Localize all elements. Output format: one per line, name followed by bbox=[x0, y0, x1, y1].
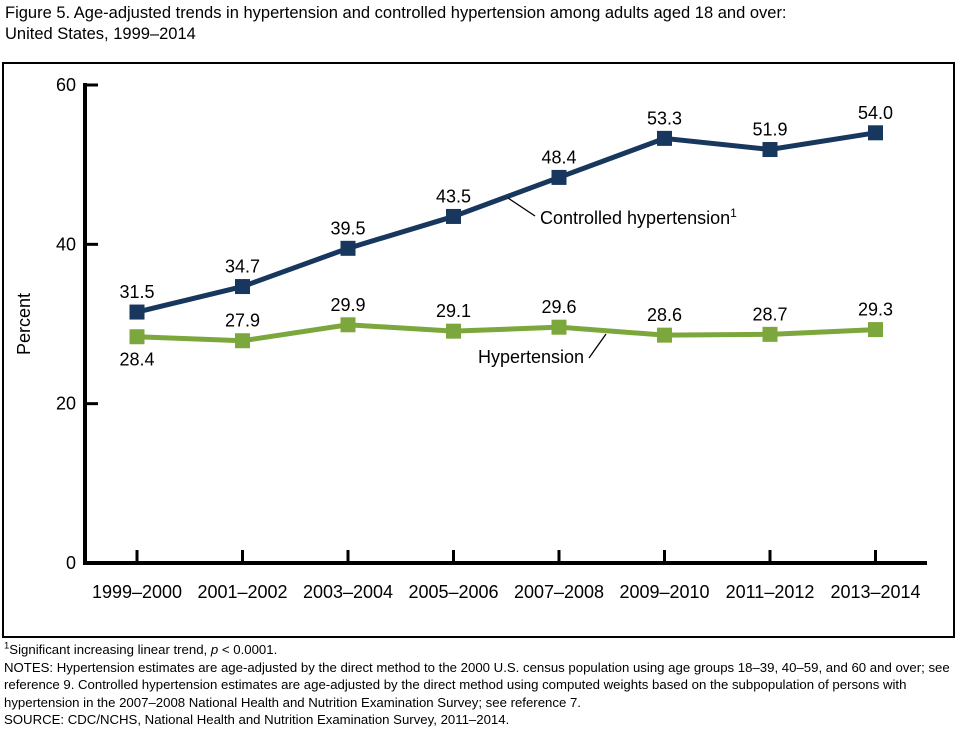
chart-svg: 0 20 40 60 1999–2000 2001–2002 2003–2004 2005–2… bbox=[14, 75, 927, 602]
data-point-marker bbox=[446, 323, 461, 339]
data-point-label: 34.7 bbox=[225, 257, 260, 277]
data-point-label: 27.9 bbox=[225, 311, 260, 331]
data-point-marker bbox=[868, 125, 883, 141]
data-point-label: 28.7 bbox=[752, 304, 787, 324]
footnote-source: SOURCE: CDC/NCHS, National Health and Nu… bbox=[4, 712, 510, 727]
figure-title-line1: Figure 5. Age-adjusted trends in hyperte… bbox=[5, 4, 787, 22]
series-annotation-label: Controlled hypertension1 bbox=[540, 206, 737, 228]
data-point-label: 29.1 bbox=[436, 301, 471, 321]
y-tick-label: 0 bbox=[66, 553, 76, 573]
data-point-marker bbox=[235, 279, 250, 295]
annotation-leader-line bbox=[588, 333, 607, 359]
y-tick-label: 40 bbox=[56, 234, 76, 254]
data-point-marker bbox=[762, 142, 778, 158]
footnote-significance: 1Significant increasing linear trend, p … bbox=[4, 640, 278, 657]
data-point-marker bbox=[657, 130, 672, 146]
footnote-sup: 1 bbox=[4, 640, 10, 652]
data-point-label: 54.0 bbox=[858, 103, 893, 123]
data-point-marker bbox=[129, 304, 145, 320]
data-point-label: 31.5 bbox=[119, 282, 154, 302]
data-point-label: 28.4 bbox=[119, 350, 154, 370]
y-axis-title: Percent bbox=[14, 293, 34, 355]
footnotes: 1Significant increasing linear trend, p … bbox=[4, 641, 955, 729]
x-tick-label: 2009–2010 bbox=[619, 582, 709, 602]
data-point-label: 51.9 bbox=[752, 120, 787, 140]
data-point-marker bbox=[129, 329, 145, 345]
data-point-label: 39.5 bbox=[330, 218, 365, 238]
data-point-marker bbox=[340, 317, 356, 333]
data-point-marker bbox=[551, 319, 567, 335]
annotation-leader-line bbox=[507, 197, 536, 217]
data-point-marker bbox=[446, 208, 461, 224]
data-point-label: 53.3 bbox=[647, 108, 682, 128]
x-tick-label: 1999–2000 bbox=[92, 582, 182, 602]
series-annotation-label: Hypertension bbox=[478, 347, 584, 367]
x-tick-label: 2003–2004 bbox=[303, 582, 393, 602]
data-point-marker bbox=[762, 326, 778, 342]
figure-title-line2: United States, 1999–2014 bbox=[5, 25, 196, 43]
x-tick-label: 2013–2014 bbox=[830, 582, 920, 602]
chart-frame: 0 20 40 60 1999–2000 2001–2002 2003–2004 2005–2… bbox=[2, 62, 955, 638]
data-point-marker bbox=[657, 327, 672, 343]
data-point-label: 29.3 bbox=[858, 300, 893, 320]
data-point-marker bbox=[235, 333, 250, 349]
footnote-notes: NOTES: Hypertension estimates are age-ad… bbox=[4, 659, 950, 710]
data-point-marker bbox=[868, 322, 883, 338]
data-point-marker bbox=[551, 169, 567, 185]
data-point-label: 43.5 bbox=[436, 186, 471, 206]
data-point-label: 28.6 bbox=[647, 305, 682, 325]
y-tick-label: 20 bbox=[56, 394, 76, 414]
x-tick-label: 2007–2008 bbox=[514, 582, 604, 602]
data-point-label: 29.6 bbox=[541, 297, 576, 317]
series-line bbox=[136, 322, 876, 344]
data-point-label: 48.4 bbox=[541, 147, 576, 167]
x-tick-label: 2005–2006 bbox=[408, 582, 498, 602]
x-tick-label: 2001–2002 bbox=[197, 582, 287, 602]
data-point-label: 29.9 bbox=[330, 295, 365, 315]
series-line bbox=[136, 130, 876, 315]
y-tick-label: 60 bbox=[56, 75, 76, 95]
data-point-marker bbox=[340, 240, 356, 256]
x-tick-label: 2011–2012 bbox=[726, 582, 815, 602]
figure-title: Figure 5. Age-adjusted trends in hyperte… bbox=[5, 3, 950, 45]
